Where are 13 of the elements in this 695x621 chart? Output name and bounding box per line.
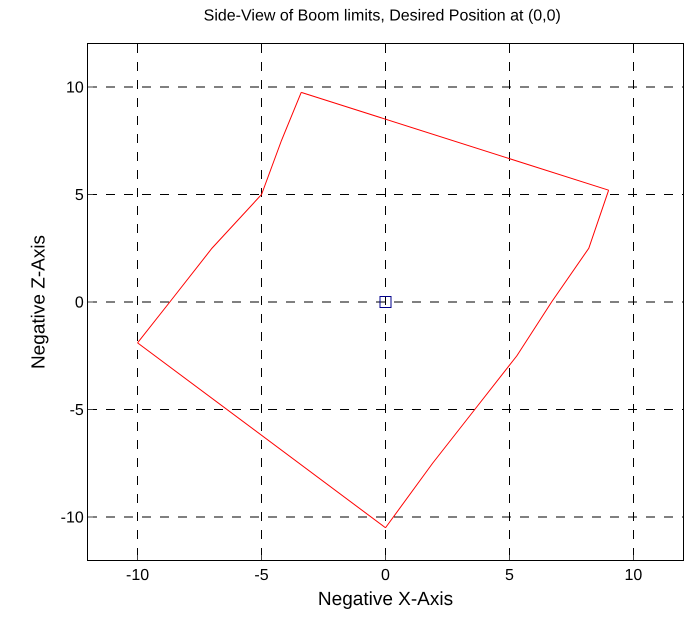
x-axis-title: Negative X-Axis — [318, 589, 454, 610]
y-tick-label: 0 — [74, 294, 84, 312]
x-tick-label: -10 — [126, 567, 150, 584]
y-tick-label: 10 — [66, 80, 84, 97]
x-tick-label: 5 — [505, 567, 514, 584]
y-tick-label: -10 — [60, 510, 84, 527]
y-tick-label: 5 — [74, 187, 84, 204]
x-tick-label: 0 — [381, 567, 390, 584]
y-axis-title: Negative Z-Axis — [28, 234, 50, 370]
x-tick-label: -5 — [254, 567, 269, 584]
chart-title: Side-View of Boom limits, Desired Position at (0,0) — [204, 8, 561, 25]
y-tick-label: -5 — [70, 402, 84, 420]
x-tick-label: 10 — [624, 567, 642, 584]
